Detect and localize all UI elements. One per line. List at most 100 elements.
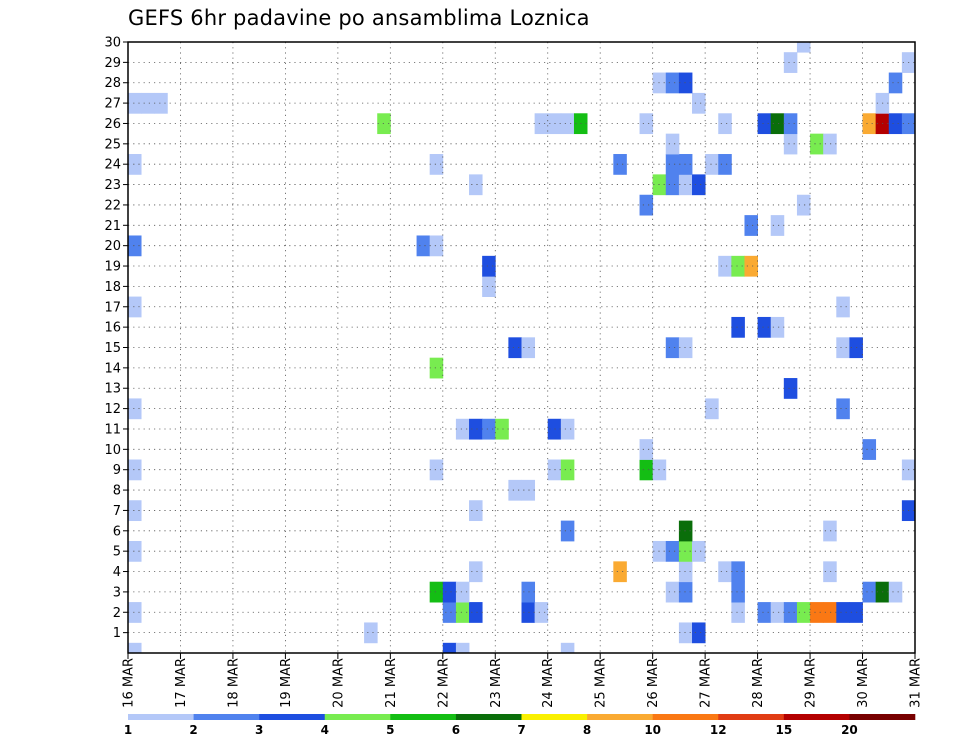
precip-cell	[128, 642, 142, 654]
precip-cell	[521, 479, 536, 501]
colorbar-swatch	[587, 714, 653, 720]
precip-cell	[128, 296, 142, 318]
precip-cell	[836, 398, 850, 420]
y-tick-label: 24	[104, 158, 121, 173]
x-tick-label: 30 MAR	[856, 658, 871, 708]
precip-cell	[665, 133, 680, 155]
precip-cell	[810, 133, 824, 155]
precip-cell	[757, 602, 772, 623]
precip-cell	[560, 418, 575, 440]
precip-cell	[429, 581, 444, 603]
precip-cell	[705, 398, 719, 420]
precip-cell	[692, 540, 706, 562]
x-tick-label: 27 MAR	[699, 658, 714, 708]
precip-cell	[508, 479, 522, 501]
precip-cell	[482, 418, 496, 440]
precip-cell	[810, 602, 824, 623]
precip-cell	[639, 439, 654, 460]
y-tick-label: 23	[104, 178, 121, 193]
precip-cell	[442, 602, 457, 623]
x-axis: 16 MAR 17 MAR 18 MAR 19 MAR 20 MAR 21 MAR 22 M…	[122, 653, 924, 708]
y-tick-label: 30	[104, 36, 121, 51]
precip-cell	[521, 581, 536, 603]
colorbar-label: 20	[841, 723, 858, 737]
x-tick-label: 25 MAR	[594, 658, 609, 708]
colorbar-swatch	[324, 714, 391, 720]
precip-cell	[141, 92, 155, 114]
x-tick-label: 20 MAR	[331, 658, 346, 708]
precip-cell	[469, 561, 483, 583]
precip-cell	[665, 72, 680, 94]
precip-cell	[836, 602, 850, 623]
precip-cell	[744, 215, 758, 236]
y-tick-label: 4	[113, 565, 121, 580]
y-tick-label: 8	[113, 484, 121, 499]
precip-cell	[469, 602, 483, 623]
y-tick-label: 9	[113, 463, 121, 478]
y-tick-label: 5	[113, 545, 121, 560]
y-tick-label: 18	[104, 280, 121, 295]
colorbar-swatch	[718, 714, 785, 720]
precip-cell	[534, 113, 549, 135]
precip-cell	[128, 235, 142, 257]
y-tick-label: 27	[104, 97, 121, 112]
precip-cell	[770, 316, 785, 338]
y-tick-label: 11	[104, 422, 121, 437]
precip-cell	[718, 255, 732, 277]
precip-cell	[823, 520, 837, 542]
precip-cell	[783, 133, 798, 155]
y-tick-label: 3	[113, 585, 121, 600]
chart-title: GEFS 6hr padavine po ansamblima Loznica	[128, 6, 590, 30]
precip-cell	[521, 337, 536, 359]
y-tick-label: 21	[104, 219, 121, 234]
precip-cell	[128, 154, 142, 175]
precip-cell	[560, 642, 575, 654]
y-tick-label: 29	[104, 56, 121, 71]
y-tick-label: 19	[104, 260, 121, 275]
y-tick-label: 6	[113, 524, 121, 539]
y-tick-label: 17	[104, 300, 121, 315]
colorbar-swatch	[193, 714, 260, 720]
colorbar-label: 12	[710, 723, 727, 737]
precip-cell	[128, 540, 142, 562]
colorbar-label: 5	[386, 723, 394, 737]
colorbar-label: 15	[775, 723, 792, 737]
precip-cell	[455, 642, 470, 654]
x-tick-label: 18 MAR	[226, 658, 241, 708]
precip-cell	[783, 602, 798, 623]
grid-lines	[128, 41, 915, 653]
precip-cell	[678, 174, 693, 196]
colorbar-label: 8	[583, 723, 591, 737]
x-tick-label: 24 MAR	[541, 658, 556, 708]
colorbar-label: 1	[124, 723, 132, 737]
precip-cell	[678, 540, 693, 562]
colorbar-label: 6	[452, 723, 460, 737]
colorbar-label: 3	[255, 723, 263, 737]
y-axis: 1234567891011121314151617181920212223242…	[104, 36, 128, 641]
precip-cell	[783, 378, 798, 399]
y-tick-label: 2	[113, 606, 121, 621]
precip-cell	[678, 520, 693, 542]
precip-cell	[469, 174, 483, 196]
x-tick-label: 19 MAR	[279, 658, 294, 708]
precip-cell	[364, 622, 378, 644]
y-tick-label: 12	[104, 402, 121, 417]
y-tick-label: 7	[113, 504, 121, 519]
precip-cell	[770, 602, 785, 623]
colorbar-label: 2	[189, 723, 197, 737]
precip-cell	[823, 602, 837, 623]
precip-cell	[469, 418, 483, 440]
precip-cell	[823, 133, 837, 155]
precip-cell	[678, 337, 693, 359]
y-tick-label: 15	[104, 341, 121, 356]
precip-cell	[731, 602, 745, 623]
y-tick-label: 22	[104, 198, 121, 213]
precip-cell	[429, 235, 444, 257]
precip-cell	[862, 581, 877, 603]
precip-cell	[455, 602, 470, 623]
precip-cell	[128, 398, 142, 420]
precip-cell	[429, 154, 444, 175]
colorbar-swatch	[455, 714, 522, 720]
precip-cell	[796, 602, 811, 623]
colorbar-label: 4	[321, 723, 329, 737]
